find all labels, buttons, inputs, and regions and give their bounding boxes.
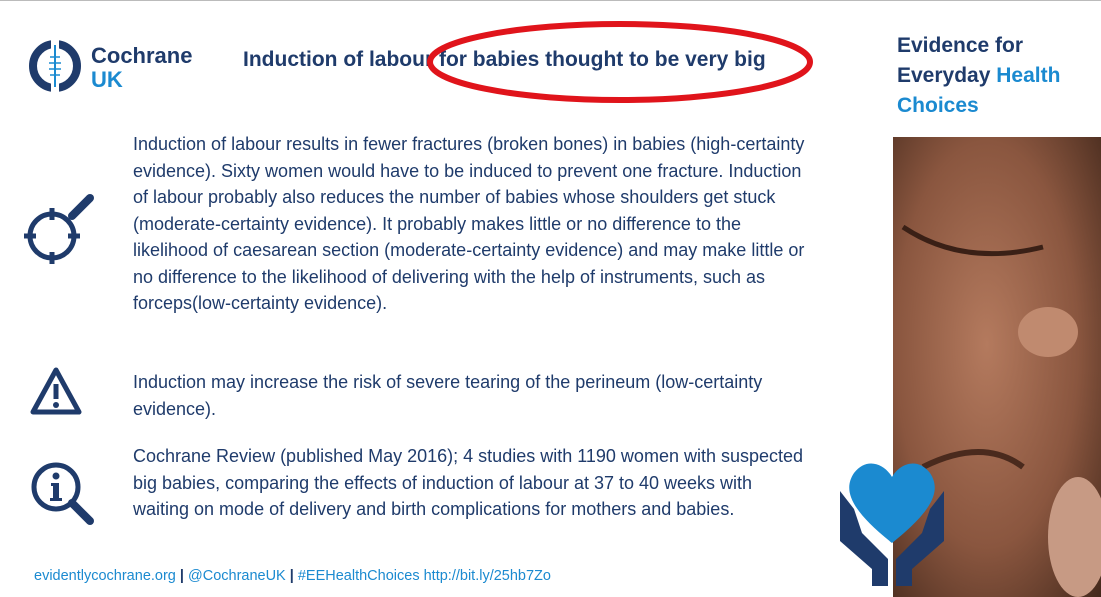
footer-separator: | xyxy=(180,568,184,584)
highlight-ellipse xyxy=(420,17,820,107)
brand: Cochrane xyxy=(91,45,192,67)
slide: Cochrane UK Induction of labour for babi… xyxy=(0,0,1101,597)
review-text: Cochrane Review (published May 2016); 4 … xyxy=(133,443,813,523)
footer-separator: | xyxy=(290,568,294,584)
risk-text: Induction may increase the risk of sever… xyxy=(133,369,813,422)
target-search-icon xyxy=(24,194,96,266)
footer-hashtag: #EEHealthChoices xyxy=(298,568,420,584)
footer: evidentlycochrane.org | @CochraneUK | #E… xyxy=(34,568,551,584)
info-icon xyxy=(30,461,98,527)
brand-sub: UK xyxy=(91,69,123,91)
footer-website: evidentlycochrane.org xyxy=(34,568,176,584)
finding-text: Induction of labour results in fewer fra… xyxy=(133,131,813,317)
cochrane-logo xyxy=(28,39,82,93)
sidebar-heading: Evidence for Everyday Health Choices xyxy=(897,31,1097,121)
footer-twitter: @CochraneUK xyxy=(188,568,286,584)
warning-icon xyxy=(30,366,82,416)
footer-link: http://bit.ly/25hb7Zo xyxy=(424,568,551,584)
hands-heart-icon xyxy=(832,451,952,586)
